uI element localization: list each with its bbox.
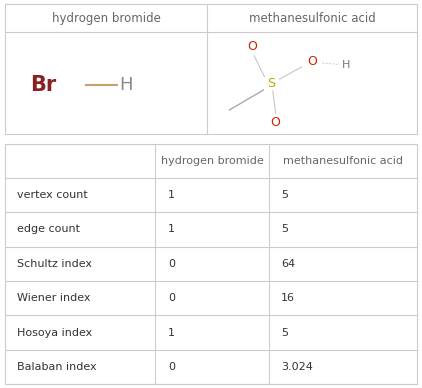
- Text: 0: 0: [168, 293, 175, 303]
- Text: Wiener index: Wiener index: [17, 293, 91, 303]
- Text: Balaban index: Balaban index: [17, 362, 97, 372]
- Text: methanesulfonic acid: methanesulfonic acid: [283, 156, 403, 166]
- Text: methanesulfonic acid: methanesulfonic acid: [249, 12, 375, 25]
- Text: vertex count: vertex count: [17, 190, 88, 200]
- Text: Schultz index: Schultz index: [17, 259, 92, 269]
- Text: hydrogen bromide: hydrogen bromide: [51, 12, 160, 25]
- Text: O: O: [270, 116, 280, 129]
- Text: O: O: [307, 55, 317, 68]
- Text: Hosoya index: Hosoya index: [17, 327, 93, 338]
- Text: 5: 5: [281, 327, 288, 338]
- Text: 16: 16: [281, 293, 295, 303]
- Text: 5: 5: [281, 190, 288, 200]
- Text: 5: 5: [281, 225, 288, 234]
- Text: 3.024: 3.024: [281, 362, 313, 372]
- Text: 0: 0: [168, 362, 175, 372]
- Text: 0: 0: [168, 259, 175, 269]
- Text: S: S: [267, 77, 275, 90]
- Text: H: H: [119, 76, 133, 94]
- Text: Br: Br: [30, 75, 56, 95]
- Text: hydrogen bromide: hydrogen bromide: [161, 156, 263, 166]
- Text: 1: 1: [168, 225, 175, 234]
- Text: 1: 1: [168, 190, 175, 200]
- Text: 64: 64: [281, 259, 295, 269]
- Text: O: O: [247, 40, 257, 54]
- Text: H: H: [341, 60, 350, 70]
- Text: 1: 1: [168, 327, 175, 338]
- Text: edge count: edge count: [17, 225, 81, 234]
